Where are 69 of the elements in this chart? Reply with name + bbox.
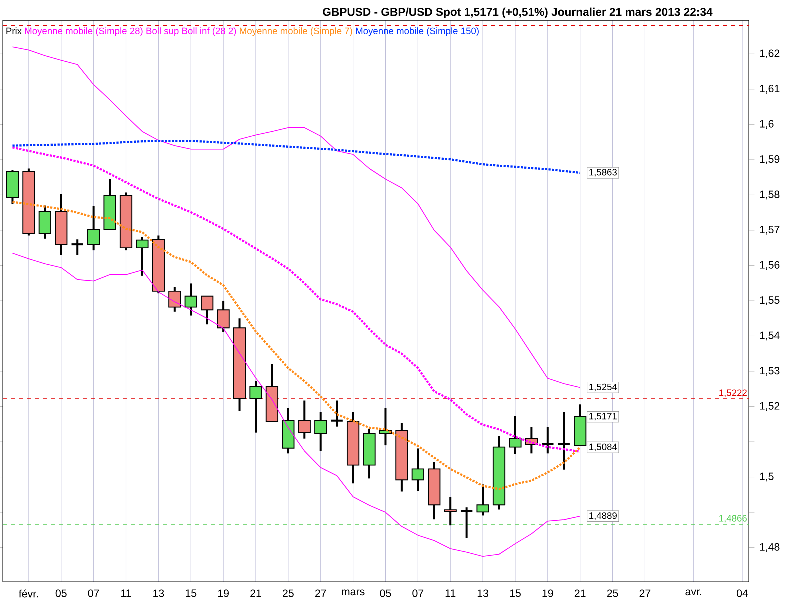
line-series — [12, 252, 581, 558]
text: Prix — [6, 28, 22, 34]
y-tick-label: 1,52 — [760, 402, 780, 412]
x-tick-label: 04 — [737, 590, 748, 598]
candlestick — [184, 282, 198, 317]
y-tick-label: 1,57 — [760, 226, 780, 235]
text: Moyenne mobile (Simple 28) — [25, 28, 143, 36]
y-tick-label: 1,56 — [760, 261, 780, 270]
candlestick — [217, 300, 230, 334]
candlestick — [314, 411, 328, 452]
y-tick-label: 1,59 — [760, 156, 780, 164]
y-tick-label: 1,58 — [760, 190, 780, 200]
ref-line-label: 1,5222 — [720, 390, 747, 398]
y-tick-label: 1,5 — [760, 472, 774, 482]
ref-line-label: 1,4866 — [720, 515, 747, 523]
x-tick-label: 05 — [380, 590, 392, 598]
candlestick — [250, 380, 262, 434]
y-tick-label: 1,53 — [760, 367, 780, 376]
x-tick-label: 11 — [446, 590, 456, 598]
candlestick — [201, 295, 214, 326]
y-tick-label: 1,62 — [760, 50, 780, 59]
x-tick-label: 19 — [542, 590, 554, 598]
x-tick-label: 21 — [574, 590, 586, 598]
candlestick — [168, 286, 182, 313]
candlestick — [476, 484, 490, 517]
x-tick-label: 13 — [478, 590, 488, 598]
text: Boll sup Boll inf (28 2) — [146, 28, 236, 36]
x-tick-label: 11 — [122, 590, 132, 598]
chart-title: GBPUSD - GBP/USD Spot 1,5171 (+0,51%) Journalier 21 mars 2013 22:34 — [323, 8, 713, 18]
data-label: 1,5084 — [590, 444, 618, 452]
candlestick — [460, 506, 474, 540]
candlestick — [330, 400, 344, 428]
candlestick — [70, 238, 84, 256]
x-tick-label: 15 — [186, 590, 197, 598]
data-label: 1,4889 — [590, 512, 617, 520]
data-label: 1,5863 — [590, 169, 617, 177]
text: Moyenne mobile (Simple 150) — [356, 28, 479, 36]
candlestick — [88, 205, 100, 252]
x-tick-label: mars — [342, 590, 365, 596]
candlestick — [541, 426, 555, 455]
candlestick — [557, 411, 571, 471]
line-series — [12, 146, 582, 453]
x-tick-label: févr. — [19, 590, 38, 598]
y-tick-label: 1,54 — [760, 332, 780, 341]
x-tick-label: 13 — [154, 590, 164, 598]
x-tick-label: 15 — [510, 590, 521, 598]
x-tick-label: 05 — [56, 590, 67, 598]
y-tick-label: 1,6 — [760, 120, 774, 130]
x-tick-label: avr. — [686, 590, 702, 596]
y-tick-label: 1,61 — [760, 85, 780, 94]
x-tick-label: 19 — [218, 590, 229, 598]
x-tick-label: 07 — [88, 590, 100, 598]
x-tick-label: 27 — [640, 590, 651, 598]
x-tick-label: 21 — [250, 590, 262, 598]
candlestick — [38, 204, 52, 240]
y-tick-label: 1,48 — [760, 543, 780, 552]
x-tick-label: 25 — [283, 590, 294, 598]
candlestick — [444, 496, 457, 527]
x-tick-label: 25 — [607, 590, 618, 598]
text: 1,5171 — [590, 413, 617, 421]
candlestick — [412, 448, 424, 492]
y-tick-label: 1,55 — [760, 296, 780, 306]
candlestick — [509, 415, 522, 456]
candlestick — [298, 400, 311, 440]
candlestick — [136, 236, 149, 277]
data-label: 1,5254 — [590, 384, 618, 392]
x-tick-label: 07 — [412, 590, 424, 598]
text: Moyenne mobile (Simple 7) — [240, 28, 352, 36]
x-tick-label: 27 — [315, 590, 326, 598]
